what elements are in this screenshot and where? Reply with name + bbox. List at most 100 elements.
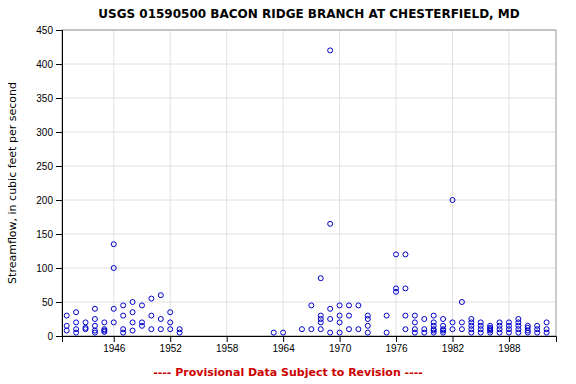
point: [365, 323, 370, 328]
point: [121, 330, 126, 335]
x-tick-label: 1946: [103, 343, 126, 354]
y-grid-line: [62, 200, 556, 201]
x-tick-mark: [340, 336, 341, 342]
y-tick: 200: [36, 195, 62, 206]
y-tick: 100: [36, 263, 62, 274]
chart: 1946195219581964197019761982198805010015…: [0, 0, 576, 384]
point: [121, 313, 126, 318]
y-tick: 0: [47, 331, 62, 342]
point: [111, 242, 116, 247]
x-grid-line: [226, 30, 227, 336]
x-tick: 1970: [329, 336, 352, 354]
y-tick-label: 50: [42, 297, 54, 308]
point: [309, 303, 314, 308]
point: [346, 327, 351, 332]
footer-note: ---- Provisional Data Subject to Revisio…: [153, 366, 423, 379]
y-grid-line: [62, 234, 556, 235]
x-tick: 1976: [385, 336, 408, 354]
point: [469, 330, 474, 335]
x-tick-label: 1982: [442, 343, 465, 354]
point: [450, 327, 455, 332]
point: [177, 330, 182, 335]
x-axis-line: [63, 337, 557, 343]
point: [412, 313, 417, 318]
point: [431, 330, 436, 335]
point: [337, 320, 342, 325]
plot-area: 1946195219581964197019761982198805010015…: [36, 25, 556, 354]
x-tick: 1958: [216, 336, 239, 354]
point: [459, 300, 464, 305]
point: [506, 330, 511, 335]
title: USGS 01590500 BACON RIDGE BRANCH AT CHES…: [98, 7, 520, 21]
point: [365, 317, 370, 322]
point: [337, 330, 342, 335]
y-tick-mark: [56, 132, 62, 133]
x-tick-mark: [283, 336, 284, 342]
point: [149, 296, 154, 301]
point: [158, 317, 163, 322]
y-tick-mark: [56, 64, 62, 65]
point: [450, 198, 455, 203]
y-axis-title: Streamflow, in cubic feet per second: [6, 82, 19, 284]
x-grid-line: [508, 30, 509, 336]
x-grid-line: [170, 30, 171, 336]
point: [318, 327, 323, 332]
point: [328, 221, 333, 226]
point: [488, 330, 493, 335]
x-axis: 1946 1952 1958 1964 1970 1976 1982 1988: [63, 336, 557, 354]
x-tick-label: 1958: [216, 343, 239, 354]
point: [130, 310, 135, 315]
points: [64, 48, 549, 335]
point: [384, 313, 389, 318]
point: [83, 325, 88, 330]
x-tick-label: 1988: [498, 343, 521, 354]
x-tick: 1982: [442, 336, 465, 354]
x-tick-label: 1964: [272, 343, 295, 354]
point: [130, 320, 135, 325]
x-tick-mark: [114, 336, 115, 342]
x-grid-line: [113, 30, 114, 336]
y-tick: 50: [42, 297, 62, 308]
point: [158, 327, 163, 332]
point: [365, 330, 370, 335]
y-tick-mark: [56, 30, 62, 31]
grid: [62, 30, 556, 336]
point: [422, 317, 427, 322]
point: [394, 289, 399, 294]
point: [525, 330, 530, 335]
x-tick-label: 1952: [160, 343, 183, 354]
x-grid-line: [339, 30, 340, 336]
x-tick: 1964: [272, 336, 295, 354]
point: [441, 317, 446, 322]
point: [450, 320, 455, 325]
y-tick-label: 250: [36, 161, 53, 172]
x-tick-mark: [396, 336, 397, 342]
y-tick-label: 100: [36, 263, 53, 274]
y-grid-line: [62, 268, 556, 269]
point: [337, 303, 342, 308]
x-grid-line: [283, 30, 284, 336]
x-tick-mark: [170, 336, 171, 342]
point: [111, 306, 116, 311]
point: [111, 320, 116, 325]
y-grid-line: [62, 302, 556, 303]
point: [356, 327, 361, 332]
point: [535, 330, 540, 335]
point: [422, 330, 427, 335]
point: [459, 327, 464, 332]
x-tick-mark: [509, 336, 510, 342]
point: [271, 330, 276, 335]
y-tick-mark: [56, 98, 62, 99]
point: [158, 293, 163, 298]
point: [431, 313, 436, 318]
point: [102, 329, 107, 334]
point: [130, 328, 135, 333]
point: [403, 286, 408, 291]
y-axis: 050100150200250300350400450: [36, 25, 62, 342]
point: [403, 313, 408, 318]
point: [139, 323, 144, 328]
y-tick: 350: [36, 93, 62, 104]
y-tick: 300: [36, 127, 62, 138]
point: [346, 313, 351, 318]
point: [328, 48, 333, 53]
